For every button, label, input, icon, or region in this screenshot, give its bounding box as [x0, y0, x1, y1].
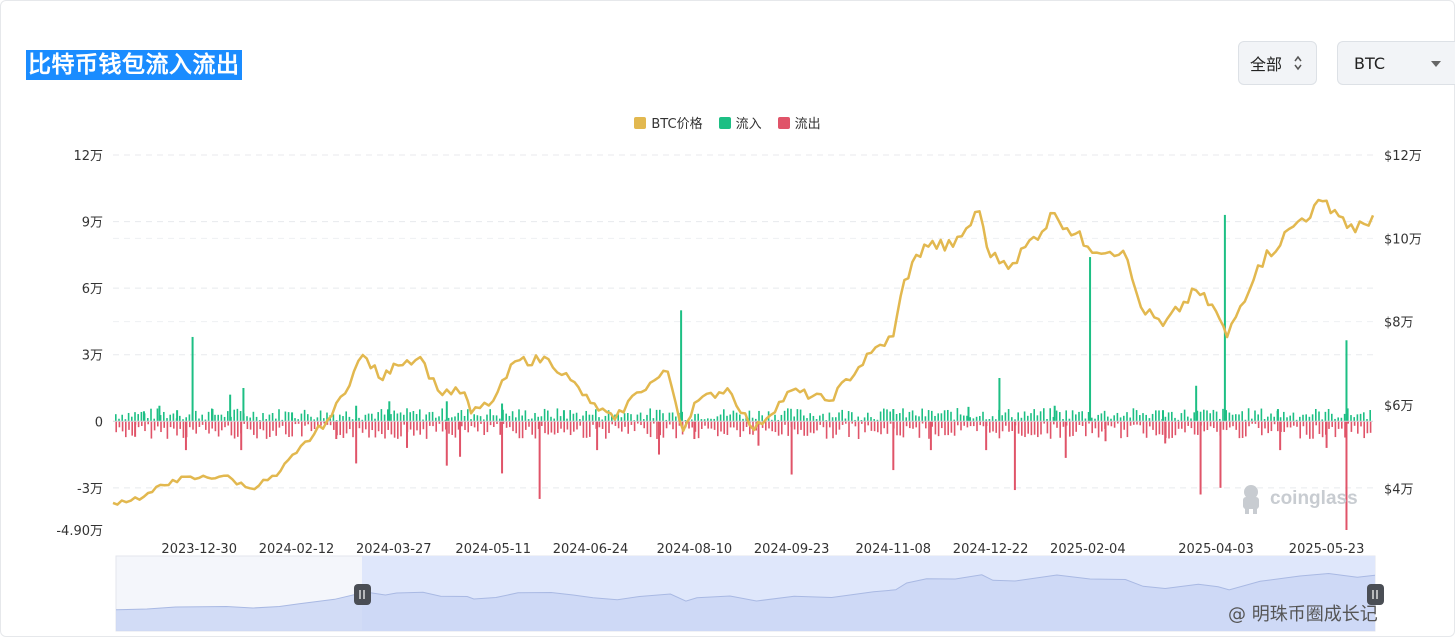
watermark-text: coinglass [1270, 488, 1358, 509]
legend-swatch-inflow [718, 116, 731, 129]
range-select[interactable]: 全部 [1238, 41, 1317, 85]
sort-updown-icon [1294, 55, 1302, 71]
legend-item-price[interactable]: BTC价格 [634, 113, 703, 132]
legend-swatch-outflow [777, 116, 790, 129]
range-select-value: 全部 [1250, 55, 1283, 74]
legend-item-outflow[interactable]: 流出 [777, 113, 821, 132]
legend-swatch-price [634, 116, 647, 129]
coin-select[interactable]: BTC [1337, 41, 1455, 85]
corner-credit: @ 明珠币圈成长记 [1228, 600, 1378, 626]
legend-label-inflow: 流入 [735, 117, 762, 132]
chart-legend: BTC价格 流入 流出 [0, 113, 1455, 132]
coin-select-value: BTC [1354, 53, 1385, 73]
chevron-down-icon [1431, 61, 1441, 67]
page-title: 比特币钱包流入流出 [26, 50, 242, 80]
legend-label-price: BTC价格 [651, 117, 703, 132]
corner-credit-text: @ 明珠币圈成长记 [1228, 604, 1378, 625]
legend-item-inflow[interactable]: 流入 [718, 113, 762, 132]
legend-label-outflow: 流出 [794, 117, 821, 132]
coinglass-watermark: coinglass [1238, 483, 1358, 515]
coinglass-logo-icon [1243, 485, 1259, 514]
